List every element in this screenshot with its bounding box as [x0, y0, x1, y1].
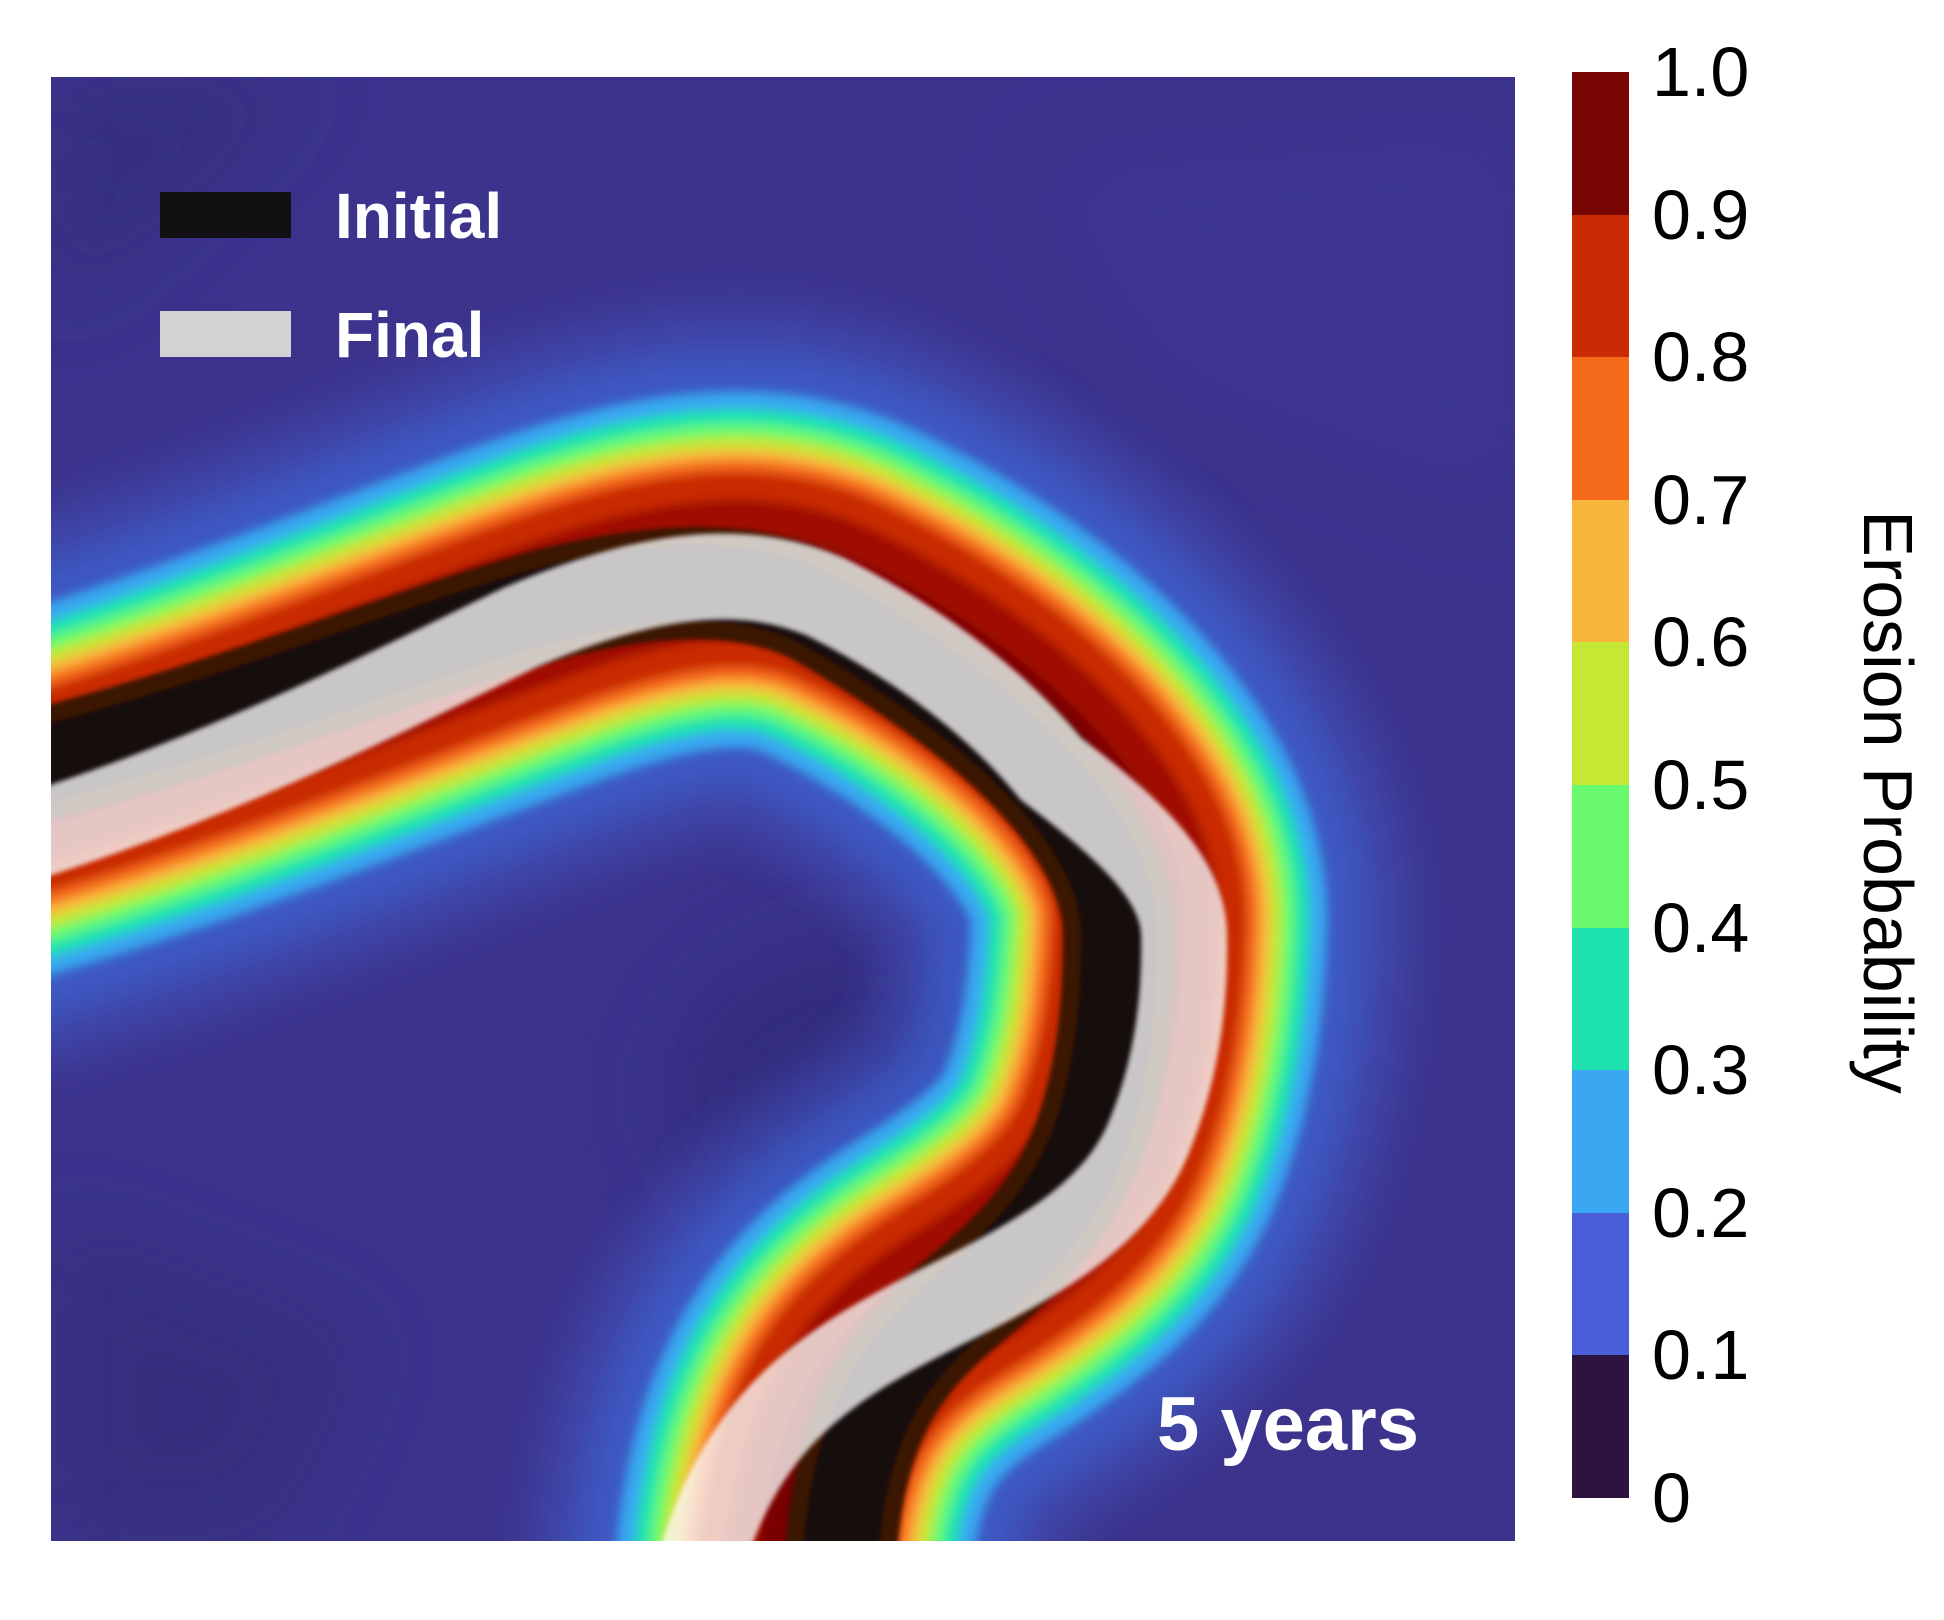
legend-swatch-final — [160, 311, 291, 357]
heatmap-panel: Initial Final 5 years — [51, 77, 1515, 1541]
final-channel-band — [51, 533, 1228, 1541]
colorbar-tick-0.7: 0.7 — [1652, 460, 1750, 539]
colorbar — [1572, 72, 1629, 1498]
colorbar-tick-0.3: 0.3 — [1652, 1031, 1750, 1110]
legend-label-final: Final — [335, 299, 485, 371]
colorbar-tick-0.8: 0.8 — [1652, 318, 1750, 397]
colorbar-segment-8 — [1572, 1212, 1629, 1356]
time-annotation: 5 years — [1156, 1382, 1419, 1467]
colorbar-tick-0.5: 0.5 — [1652, 746, 1750, 824]
colorbar-tick-labels: 1.0 0.9 0.8 0.7 0.6 0.5 0.4 0.3 0.2 0.1 0 — [1652, 37, 1852, 1533]
colorbar-segment-3 — [1572, 499, 1629, 643]
colorbar-tick-0.1: 0.1 — [1652, 1316, 1750, 1395]
colorbar-title: Erosion Probability — [1849, 510, 1927, 1094]
erosion-probability-heatmap — [51, 77, 1515, 1541]
colorbar-tick-0.6: 0.6 — [1652, 603, 1750, 682]
colorbar-segment-2 — [1572, 357, 1629, 500]
colorbar-segment-9 — [1572, 1355, 1629, 1498]
legend-label-initial: Initial — [335, 180, 503, 252]
colorbar-segment-7 — [1572, 1070, 1629, 1213]
colorbar-segment-1 — [1572, 214, 1629, 358]
colorbar-tick-0.4: 0.4 — [1652, 888, 1750, 967]
colorbar-tick-0.9: 0.9 — [1652, 175, 1750, 254]
colorbar-segment-6 — [1572, 927, 1629, 1071]
colorbar-segment-5 — [1572, 784, 1629, 928]
colorbar-segment-4 — [1572, 642, 1629, 785]
colorbar-tick-0.2: 0.2 — [1652, 1173, 1750, 1252]
colorbar-tick-1.0: 1.0 — [1652, 33, 1750, 111]
colorbar-segment-0 — [1572, 72, 1629, 215]
colorbar-tick-0: 0 — [1652, 1459, 1691, 1537]
legend-swatch-initial — [160, 192, 291, 238]
